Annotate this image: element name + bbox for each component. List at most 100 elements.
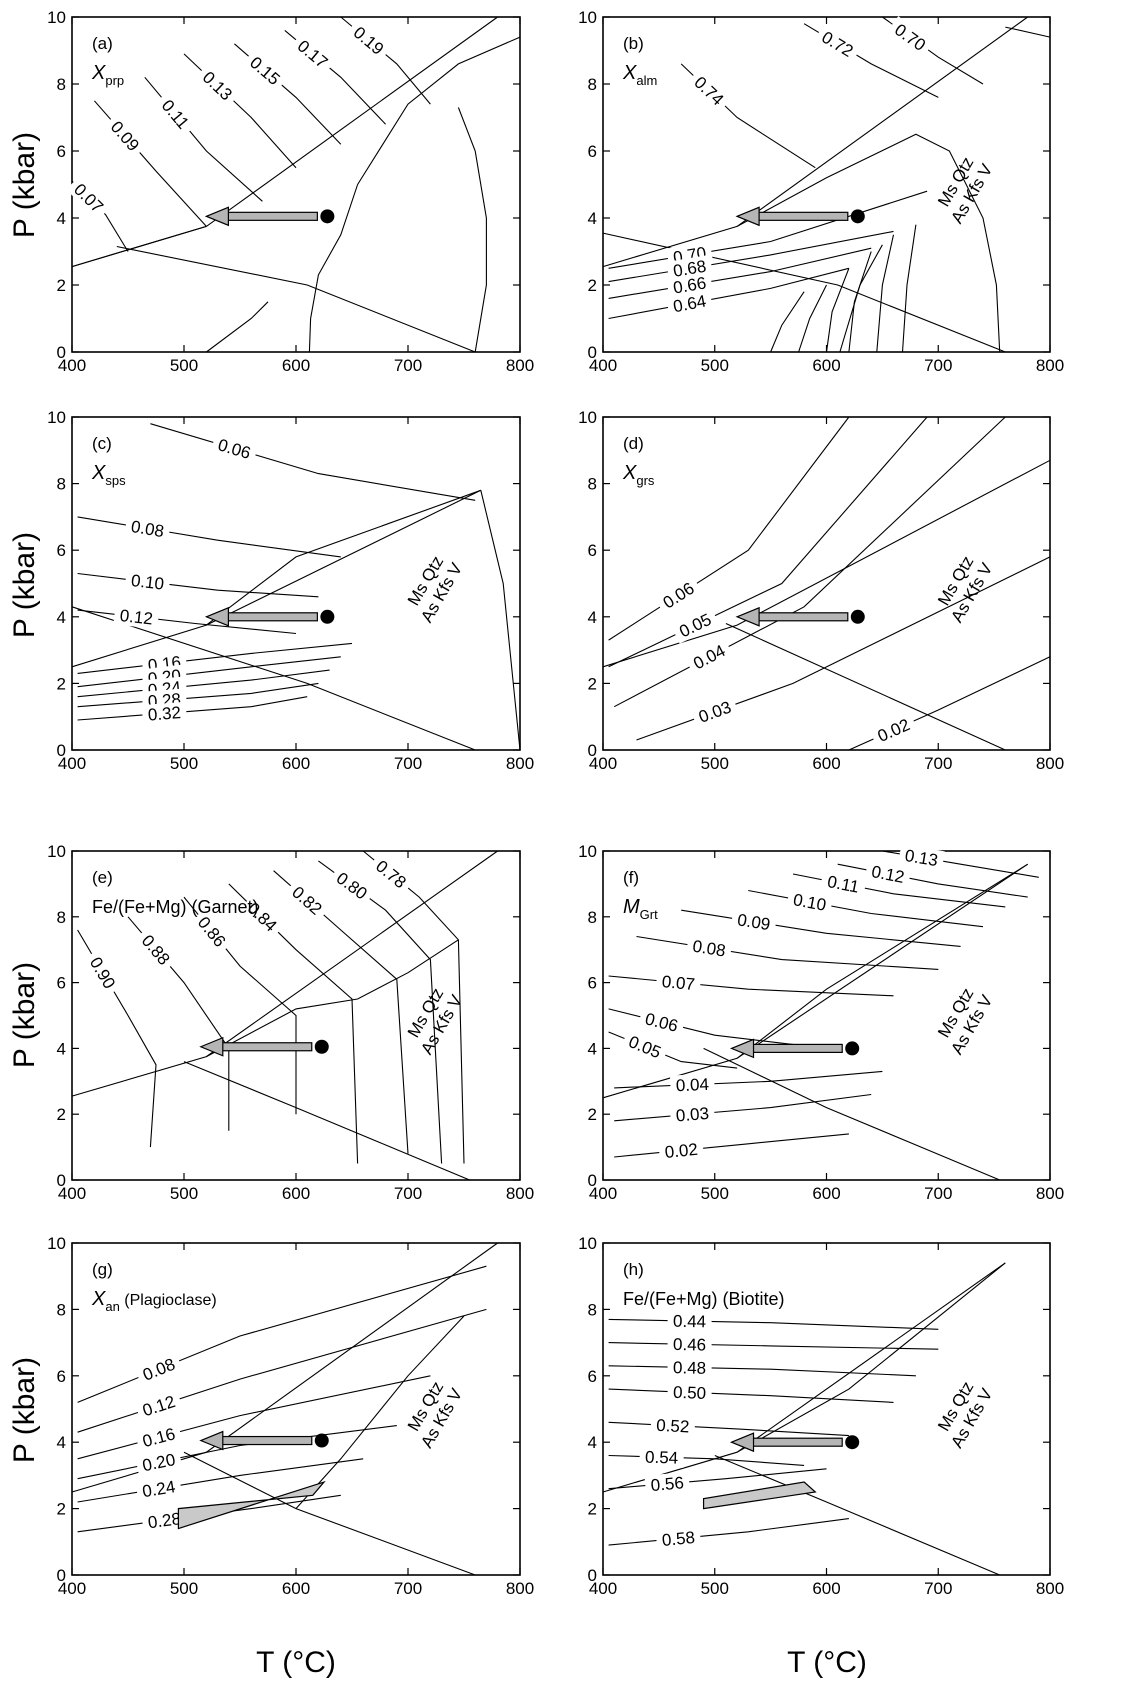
- peak-condition-dot: [845, 1435, 860, 1450]
- panel-title-main: M: [623, 896, 640, 918]
- y-tick-label: 6: [588, 974, 597, 993]
- isopleth-label-bg: [242, 48, 289, 93]
- isopleth-label-bg: [813, 23, 862, 64]
- isopleth-label-bg: [141, 701, 188, 726]
- isopleth-label-bg: [637, 1007, 686, 1038]
- reaction-line: [602, 16, 1029, 268]
- isopleth-line: [150, 423, 476, 501]
- peak-condition-dot: [320, 609, 335, 624]
- isopleth-label: 0.32: [147, 703, 181, 724]
- panel-letter: (g): [92, 1260, 113, 1279]
- isopleth-label-bg: [124, 515, 171, 543]
- reaction-line: [1005, 26, 1051, 38]
- isopleth-label-bg: [83, 948, 123, 997]
- isopleth-label: 0.03: [675, 1104, 710, 1126]
- isopleth-label-bg: [655, 970, 702, 995]
- isopleth-label: 0.10: [130, 571, 165, 594]
- isopleth-label-bg: [644, 1471, 691, 1496]
- isopleth-label: 0.10: [792, 890, 828, 915]
- cooling-arrow-head: [204, 206, 229, 227]
- isopleth-label-bg: [670, 1073, 715, 1096]
- y-tick-label: 10: [578, 8, 597, 27]
- reaction-line: [308, 184, 359, 353]
- isopleth-label-bg: [898, 844, 945, 872]
- isopleth-label: 0.07: [661, 972, 696, 994]
- isopleth-label: 0.08: [130, 517, 166, 541]
- reaction-line: [206, 489, 481, 626]
- isopleth-label-bg: [650, 1414, 696, 1437]
- y-tick-label: 8: [588, 75, 597, 94]
- isopleth-label: 0.11: [826, 872, 861, 897]
- isopleth-label-bg: [66, 175, 112, 221]
- panel-title-suffix: (Plagioclase): [120, 1292, 217, 1309]
- panel-letter: (c): [92, 434, 112, 453]
- isopleth-label-bg: [134, 1351, 183, 1387]
- isopleth-line: [77, 656, 341, 688]
- y-axis-label: P (kbar): [8, 1357, 41, 1463]
- isopleth-label-bg: [685, 934, 733, 962]
- x-tick-label: 500: [170, 754, 198, 773]
- x-tick-label: 600: [282, 1184, 310, 1203]
- isopleth-line: [77, 1308, 487, 1433]
- panel-title-sub: prp: [105, 73, 124, 88]
- isopleth-label: 0.03: [696, 698, 734, 727]
- reaction-line: [602, 459, 1051, 668]
- cooling-arrow-head: [199, 1430, 224, 1451]
- isopleth-label: 0.12: [870, 862, 906, 887]
- panel-letter: (a): [92, 34, 113, 53]
- isopleth-label-bg: [190, 908, 234, 955]
- reaction-line: [71, 850, 498, 1097]
- isopleth-label-bg: [124, 569, 171, 595]
- reaction-line: [736, 133, 1001, 353]
- x-tick-label: 600: [282, 754, 310, 773]
- panel-title: MGrt: [623, 896, 658, 922]
- shaded-field: [177, 1480, 326, 1530]
- isopleth-label-bg: [864, 859, 912, 889]
- reaction-line: [480, 490, 521, 751]
- panel-title: Fe/(Fe+Mg) (Biotite): [623, 1289, 785, 1309]
- isopleth-line: [608, 1318, 939, 1330]
- isopleth-label-bg: [194, 63, 241, 109]
- y-tick-label: 0: [57, 1171, 66, 1190]
- isopleth-line: [77, 1494, 341, 1533]
- panel-title: Xalm: [622, 62, 657, 88]
- isopleth-line: [77, 1425, 397, 1480]
- isopleth-line: [608, 1518, 849, 1546]
- x-tick-label: 800: [506, 1579, 534, 1598]
- y-tick-label: 4: [588, 1433, 597, 1452]
- x-tick-label: 600: [282, 1579, 310, 1598]
- isopleth-label-bg: [690, 694, 739, 729]
- panel-letter: (d): [623, 434, 644, 453]
- reaction-line: [357, 36, 521, 185]
- x-tick-label: 600: [812, 1579, 840, 1598]
- isopleth-label: 0.05: [626, 1032, 664, 1062]
- reaction-line: [703, 1047, 1000, 1181]
- peak-condition-dot: [314, 1039, 329, 1054]
- panel-title: Xan (Plagioclase): [91, 1288, 217, 1314]
- y-tick-label: 10: [47, 8, 66, 27]
- cooling-arrow-shaft: [752, 612, 849, 622]
- y-tick-label: 0: [57, 1566, 66, 1585]
- y-tick-label: 0: [588, 1171, 597, 1190]
- isopleth-line: [77, 669, 330, 698]
- isopleth-label-bg: [134, 1421, 183, 1453]
- panel-d: 400 500 600 700 80002468100.060.050.040.030.…: [578, 408, 1064, 773]
- y-tick-label: 8: [588, 1300, 597, 1319]
- isopleth-line: [748, 889, 984, 928]
- isopleth-line: [77, 642, 353, 674]
- isopleth-label: 0.20: [141, 1450, 177, 1475]
- isopleth-line: [608, 267, 850, 320]
- isopleth-label: 0.09: [736, 910, 772, 934]
- reaction-line: [901, 224, 917, 353]
- isopleth-label: 0.28: [147, 1509, 182, 1532]
- y-tick-label: 10: [47, 408, 66, 427]
- shaded-field: [702, 1481, 817, 1510]
- isopleth-label: 0.58: [661, 1528, 696, 1550]
- y-tick-label: 2: [588, 674, 597, 693]
- isopleth-line: [608, 416, 928, 668]
- isopleth-label: 0.48: [673, 1358, 706, 1378]
- cooling-arrow-head: [735, 206, 760, 227]
- isopleth-label-bg: [113, 604, 160, 630]
